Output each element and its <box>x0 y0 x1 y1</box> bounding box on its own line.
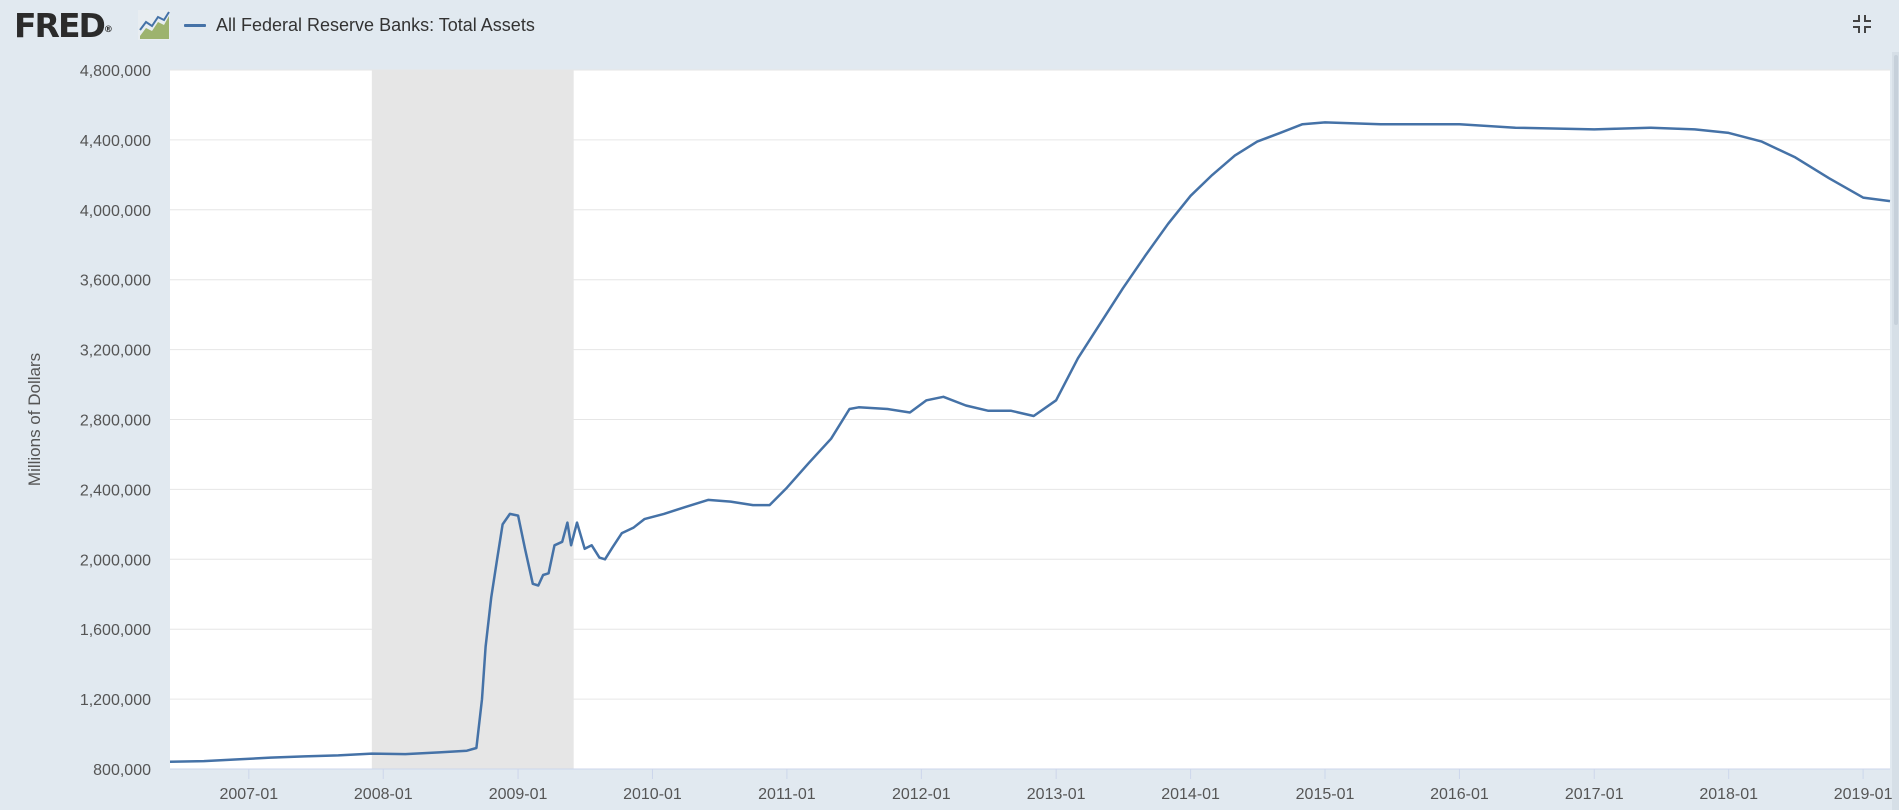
scrollbar-track[interactable] <box>1892 52 1899 810</box>
exit-fullscreen-icon[interactable] <box>1850 12 1874 36</box>
y-tick-label: 4,000,000 <box>80 203 151 220</box>
y-tick-label: 2,000,000 <box>80 552 151 569</box>
x-tick-label: 2017-01 <box>1565 786 1624 803</box>
series-line <box>169 121 1891 763</box>
y-tick-label: 2,800,000 <box>80 413 151 430</box>
y-tick-label: 4,800,000 <box>80 63 151 80</box>
x-tick-label: 2014-01 <box>1161 786 1220 803</box>
x-tick-label: 2011-01 <box>758 786 816 803</box>
x-tick-label: 2009-01 <box>489 786 548 803</box>
x-tick-label: 2015-01 <box>1296 786 1355 803</box>
x-tick-label: 2010-01 <box>623 786 682 803</box>
x-tick-label: 2007-01 <box>219 786 278 803</box>
y-tick-label: 2,400,000 <box>80 482 151 499</box>
y-tick-label: 3,200,000 <box>80 343 151 360</box>
y-tick-label: 4,400,000 <box>80 133 151 150</box>
line-chart-icon <box>138 10 170 40</box>
y-tick-label: 800,000 <box>93 762 151 779</box>
legend-label: All Federal Reserve Banks: Total Assets <box>216 14 535 35</box>
x-tick-label: 2018-01 <box>1699 786 1758 803</box>
x-tick-label: 2008-01 <box>354 786 413 803</box>
x-tick-label: 2016-01 <box>1430 786 1489 803</box>
fred-logo[interactable]: FRED® <box>14 6 113 45</box>
legend-swatch <box>184 23 206 27</box>
y-tick-label: 3,600,000 <box>80 273 151 290</box>
x-tick-label: 2019-01 <box>1834 786 1893 803</box>
y-tick-label: 1,600,000 <box>80 622 151 639</box>
y-axis-label: Millions of Dollars <box>25 353 44 486</box>
chart-legend[interactable]: All Federal Reserve Banks: Total Assets <box>184 14 535 36</box>
chart-header: FRED® All Federal Reserve Banks: Total A… <box>0 0 1899 50</box>
y-tick-label: 1,200,000 <box>80 692 151 709</box>
scrollbar-thumb[interactable] <box>1894 55 1898 325</box>
x-tick-label: 2013-01 <box>1027 786 1086 803</box>
x-tick-label: 2012-01 <box>892 786 951 803</box>
